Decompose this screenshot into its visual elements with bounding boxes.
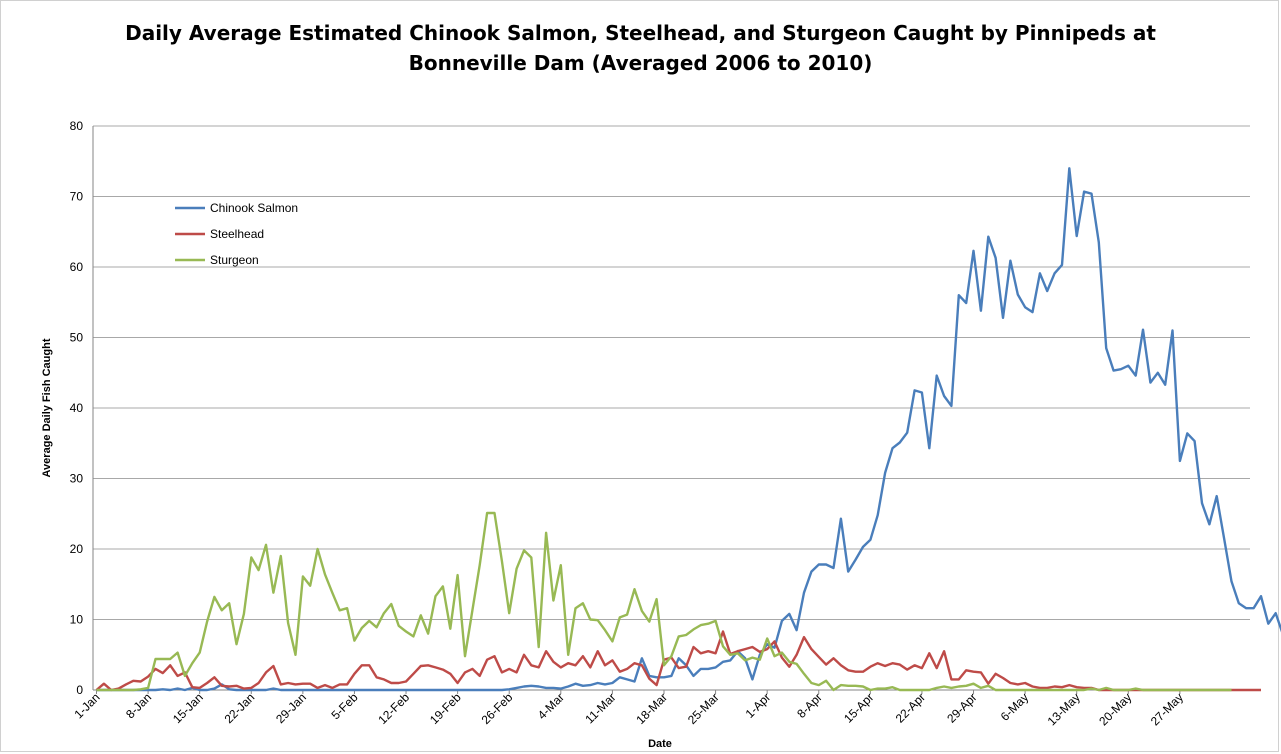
x-tick-labels: 1-Jan 8-Jan 15-Jan 22-Jan 29-Jan 5-Feb 12-Feb 1… xyxy=(71,690,1186,728)
y-axis-label: Average Daily Fish Caught xyxy=(41,338,53,477)
x-tick-label: 5-Feb xyxy=(328,690,360,722)
x-tick-label: 6-May xyxy=(998,690,1031,723)
y-tick-label: 60 xyxy=(70,260,84,274)
x-tick-label: 11-Mar xyxy=(582,690,618,726)
y-tick-label: 40 xyxy=(70,401,84,415)
x-tick-label: 4-Mar xyxy=(535,690,567,722)
x-tick-label: 19-Feb xyxy=(427,690,464,727)
x-tick-label: 26-Feb xyxy=(479,690,516,727)
x-tick-label: 13-May xyxy=(1045,690,1083,728)
x-tick-label: 29-Apr xyxy=(944,690,979,725)
chart-title-line-2: Bonneville Dam (Averaged 2006 to 2010) xyxy=(408,51,873,75)
x-tick-label: 22-Jan xyxy=(222,690,258,726)
legend-label: Chinook Salmon xyxy=(210,201,298,215)
legend-label: Steelhead xyxy=(210,227,264,241)
y-tick-label: 70 xyxy=(70,190,84,204)
y-tick-label: 80 xyxy=(70,119,84,133)
x-axis-label: Date xyxy=(648,738,672,750)
chart-title-line-1: Daily Average Estimated Chinook Salmon, … xyxy=(125,21,1156,45)
x-tick-label: 15-Apr xyxy=(841,690,876,725)
x-tick-label: 15-Jan xyxy=(170,690,206,726)
x-tick-label: 1-Apr xyxy=(743,690,774,721)
x-tick-label: 27-May xyxy=(1148,690,1186,728)
legend-label: Sturgeon xyxy=(210,253,259,267)
y-tick-label: 50 xyxy=(70,331,84,345)
x-tick-label: 20-May xyxy=(1096,690,1134,728)
series-line-sturgeon xyxy=(96,511,1232,692)
legend: Chinook Salmon Steelhead Sturgeon xyxy=(175,201,298,267)
x-tick-label: 8-Jan xyxy=(123,690,154,721)
y-tick-label: 30 xyxy=(70,472,84,486)
x-tick-label: 29-Jan xyxy=(273,690,309,726)
y-tick-label: 20 xyxy=(70,542,84,556)
x-tick-label: 12-Feb xyxy=(375,690,412,727)
chart-title: Daily Average Estimated Chinook Salmon, … xyxy=(0,18,1281,78)
x-tick-label: 22-Apr xyxy=(893,690,928,725)
x-tick-label: 8-Apr xyxy=(794,690,825,721)
series-line-steelhead xyxy=(95,630,1261,692)
y-tick-label: 0 xyxy=(76,683,83,697)
x-tick-label: 18-Mar xyxy=(633,690,670,727)
x-tick-label: 25-Mar xyxy=(685,690,722,727)
gridlines xyxy=(92,125,1250,691)
series-line-chinook-salmon xyxy=(96,167,1281,692)
y-tick-label: 10 xyxy=(70,613,84,627)
y-tick-labels: 0 10 20 30 40 50 60 70 80 xyxy=(70,119,84,697)
series-lines xyxy=(95,167,1281,692)
